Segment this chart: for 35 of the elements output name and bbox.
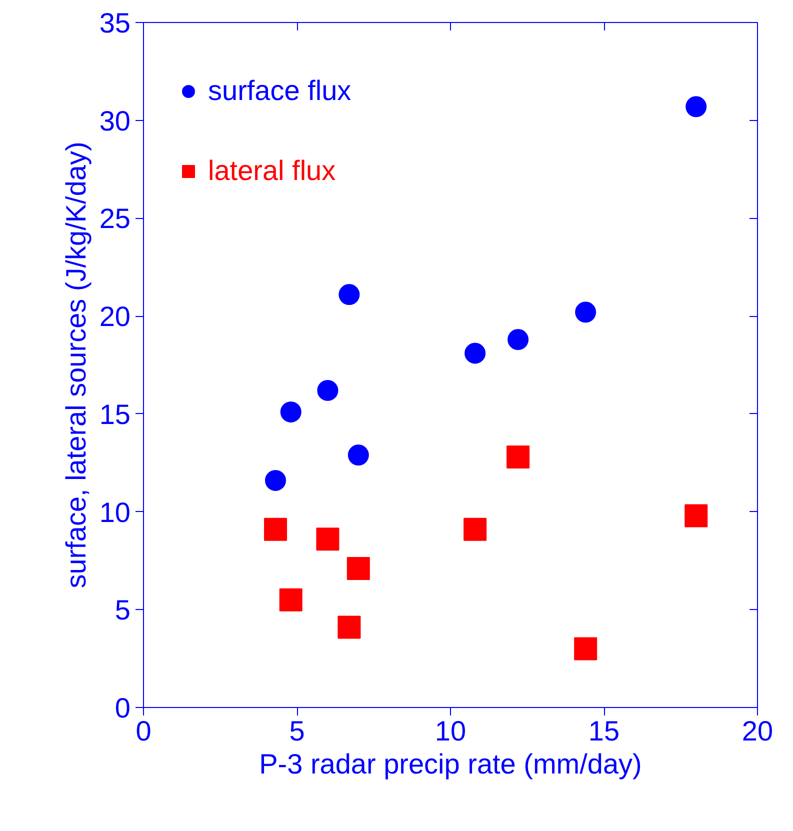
x-tick-label: 0 [136,716,152,746]
y-axis-title: surface, lateral sources (J/kg/K/day) [60,142,92,588]
y-tick-label: 5 [114,594,131,626]
y-tick-label: 35 [99,8,131,38]
point [317,380,338,401]
point [575,302,596,323]
legend-label: lateral flux [208,155,336,187]
y-tick-label: 30 [99,105,131,136]
x-axis-title: P-3 radar precip rate (mm/day) [259,748,642,780]
point [464,518,487,541]
y-tick-label: 25 [99,203,131,234]
point [686,96,707,118]
point [684,504,708,528]
point [346,557,370,580]
point [264,518,288,541]
y-tick-label: 20 [99,301,131,332]
point [338,616,361,639]
point [508,329,529,350]
y-tick-label: 15 [99,398,131,430]
point [280,401,302,422]
point [348,444,369,466]
point [265,470,286,491]
x-tick-label: 20 [742,716,774,746]
x-tick-label: 15 [588,716,620,746]
point [506,445,530,468]
x-tick-label: 5 [289,716,305,746]
point [574,637,598,660]
point [338,284,360,306]
y-tick-label: 10 [99,496,131,528]
y-tick-label: 0 [114,692,131,724]
point [279,588,302,612]
legend-label: surface flux [208,75,352,107]
point [316,528,340,551]
point [464,342,486,364]
x-tick-label: 10 [434,716,466,746]
